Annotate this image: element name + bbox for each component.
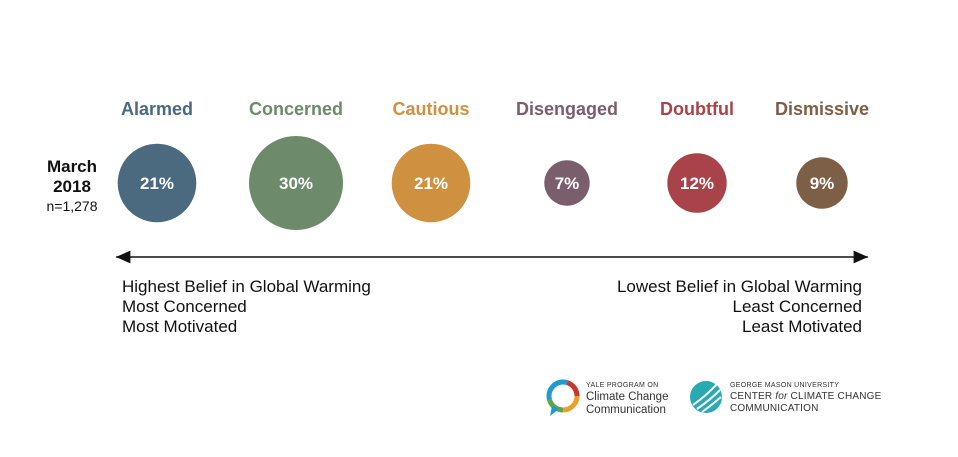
bubble-dismissive — [796, 157, 848, 209]
value-label-disengaged: 7% — [555, 174, 580, 193]
period-sample: n=1,278 — [47, 198, 98, 214]
scale-right-line-2: Least Concerned — [733, 297, 862, 316]
gmu-logo: GEORGE MASON UNIVERSITY CENTER for CLIMA… — [690, 381, 882, 414]
value-label-dismissive: 9% — [810, 174, 835, 193]
yale-logo-line-2: Communication — [586, 404, 666, 416]
segment-label-cautious: Cautious — [392, 99, 469, 119]
bubble-disengaged — [544, 160, 590, 206]
bubble-cautious — [391, 143, 471, 223]
gmu-logo-line-1c: CLIMATE CHANGE — [788, 391, 882, 402]
value-label-doubtful: 12% — [680, 174, 714, 193]
scale-right-line-1: Lowest Belief in Global Warming — [617, 277, 862, 296]
period-year: 2018 — [53, 177, 91, 196]
gmu-logo-line-1: CENTER for CLIMATE CHANGE — [730, 391, 882, 402]
scale-left-line-2: Most Concerned — [122, 297, 247, 316]
scale-left-line-3: Most Motivated — [122, 317, 237, 336]
segment-label-concerned: Concerned — [249, 99, 343, 119]
bubble-concerned — [249, 136, 343, 230]
gmu-logo-line-1b: for — [775, 391, 788, 402]
gmu-logo-small: GEORGE MASON UNIVERSITY — [730, 382, 839, 389]
period-title: March — [47, 157, 97, 176]
yale-logo: YALE PROGRAM ON Climate Change Communica… — [546, 379, 668, 416]
gmu-logo-mark-icon — [690, 381, 722, 413]
segment-label-alarmed: Alarmed — [121, 99, 193, 119]
value-label-alarmed: 21% — [140, 174, 174, 193]
yale-logo-small: YALE PROGRAM ON — [586, 382, 658, 389]
segment-label-disengaged: Disengaged — [516, 99, 618, 119]
value-label-cautious: 21% — [414, 174, 448, 193]
segments: Alarmed 21% Concerned 30% Cautious 21% Disenga… — [117, 99, 869, 230]
scale-left-line-1: Highest Belief in Global Warming — [122, 277, 371, 296]
scale-right-line-3: Least Motivated — [742, 317, 862, 336]
gmu-logo-line-1a: CENTER — [730, 391, 775, 402]
yale-logo-line-1: Climate Change — [586, 391, 668, 403]
gmu-logo-line-2: COMMUNICATION — [730, 403, 819, 414]
bubble-doubtful — [667, 153, 727, 213]
bubble-alarmed — [117, 143, 197, 223]
segment-label-doubtful: Doubtful — [660, 99, 734, 119]
segment-label-dismissive: Dismissive — [775, 99, 869, 119]
value-label-concerned: 30% — [279, 174, 313, 193]
yale-logo-mark-icon — [546, 379, 580, 416]
